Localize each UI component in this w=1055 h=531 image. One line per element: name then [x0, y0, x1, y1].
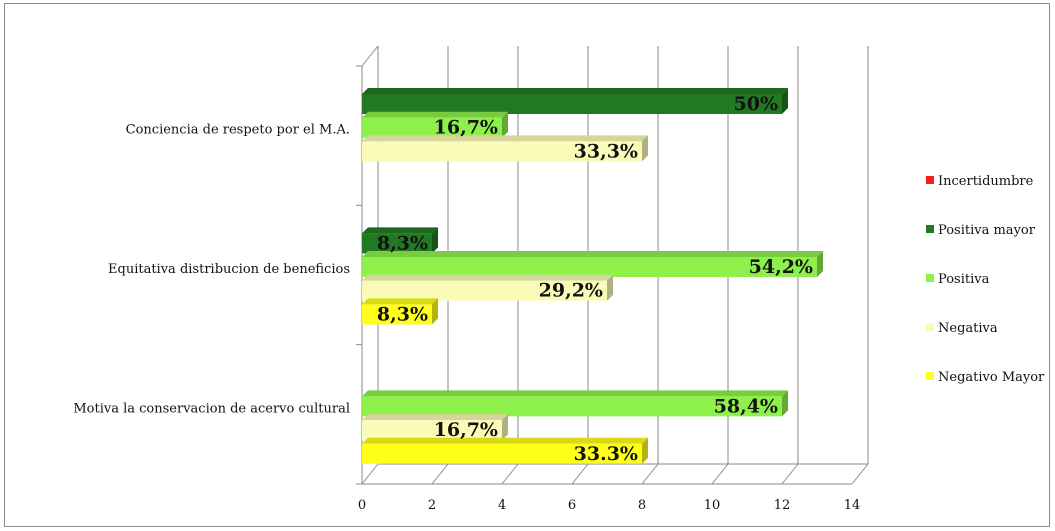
- floor-line-12: [781, 463, 799, 485]
- category-label: Motiva la conservacion de acervo cultura…: [73, 401, 350, 416]
- bar-front-face: [362, 304, 432, 325]
- bar-end-face: [432, 227, 438, 254]
- legend-label: Negativa: [938, 321, 998, 336]
- bar: [362, 390, 788, 417]
- x-tick-label: 14: [844, 498, 861, 513]
- x-tick-label: 0: [358, 498, 366, 513]
- bar-front-face: [362, 280, 607, 301]
- data-label: 50%: [734, 93, 779, 115]
- data-label: 58,4%: [714, 395, 778, 417]
- legend-label: Positiva mayor: [938, 223, 1036, 238]
- bar-top-face: [362, 298, 438, 305]
- x-tick-label: 12: [774, 498, 791, 513]
- data-label: 8,3%: [377, 232, 428, 254]
- bar-top-face: [362, 414, 508, 421]
- legend-label: Positiva: [938, 272, 990, 287]
- bar-top-face: [362, 390, 788, 397]
- legend-swatch: [926, 274, 934, 282]
- bar-front-face: [362, 420, 502, 441]
- bar-chart: 0 2 4 6 8 10 12 14 Conciencia de respeto por el …: [73, 45, 1045, 513]
- legend-label: Negativo Mayor: [938, 370, 1045, 385]
- data-label: 54,2%: [749, 256, 813, 278]
- bar-end-face: [782, 390, 788, 417]
- legend-swatch: [926, 323, 934, 331]
- chart-frame: 0 2 4 6 8 10 12 14 Conciencia de respeto por el …: [4, 3, 1050, 527]
- bar-front-face: [362, 117, 502, 138]
- bar-end-face: [642, 437, 648, 464]
- floor-line-6: [571, 463, 589, 485]
- bar-top-face: [362, 274, 613, 281]
- legend-swatch: [926, 372, 934, 380]
- legend: Incertidumbre Positiva mayor Positiva Negat…: [926, 174, 1045, 385]
- bar-top-face: [362, 437, 648, 444]
- bar: [362, 251, 823, 278]
- floor-line-8: [641, 463, 659, 485]
- floor-line-10: [711, 463, 729, 485]
- top-left-edge: [361, 45, 379, 67]
- data-label: 33,3%: [574, 140, 638, 162]
- bar-end-face: [502, 111, 508, 138]
- floor-line-0: [361, 463, 379, 485]
- floor-line-14: [851, 463, 869, 485]
- category-label: Conciencia de respeto por el M.A.: [126, 123, 350, 138]
- bar-top-face: [362, 111, 508, 118]
- bar-front-face: [362, 443, 642, 464]
- bar-front-face: [362, 94, 782, 114]
- bar-end-face: [782, 88, 788, 114]
- bar-front-face: [362, 396, 782, 417]
- bar-top-face: [362, 88, 788, 94]
- bar: [362, 111, 508, 138]
- bar-top-face: [362, 135, 648, 142]
- bar: [362, 437, 648, 464]
- legend-swatch: [926, 176, 934, 184]
- data-label: 29,2%: [539, 280, 603, 302]
- bar-end-face: [607, 274, 613, 301]
- x-tick-label: 2: [428, 498, 436, 513]
- x-tick-label: 8: [638, 498, 646, 513]
- bar-end-face: [502, 414, 508, 441]
- bar-end-face: [817, 251, 823, 278]
- data-label: 16,7%: [434, 117, 498, 139]
- legend-label: Incertidumbre: [938, 174, 1034, 189]
- bar: [362, 227, 438, 254]
- bar: [362, 298, 438, 325]
- x-tick-label: 10: [704, 498, 721, 513]
- bars: [362, 88, 823, 464]
- data-label: 8,3%: [377, 303, 428, 325]
- bar: [362, 88, 788, 114]
- bar: [362, 414, 508, 441]
- x-tick-label: 4: [498, 498, 506, 513]
- x-tick-label: 6: [568, 498, 576, 513]
- legend-swatch: [926, 225, 934, 233]
- floor-line-4: [501, 463, 519, 485]
- bar-top-face: [362, 227, 438, 234]
- bar-end-face: [432, 298, 438, 325]
- floor-line-2: [431, 463, 449, 485]
- data-label: 16,7%: [434, 419, 498, 441]
- data-label: 33.3%: [574, 443, 638, 465]
- bar-front-face: [362, 233, 432, 254]
- bar-top-face: [362, 251, 823, 258]
- bar-front-face: [362, 257, 817, 278]
- bar: [362, 135, 648, 162]
- bar: [362, 274, 613, 301]
- bar-end-face: [642, 135, 648, 162]
- category-label: Equitativa distribucion de beneficios: [108, 262, 350, 277]
- bar-front-face: [362, 141, 642, 162]
